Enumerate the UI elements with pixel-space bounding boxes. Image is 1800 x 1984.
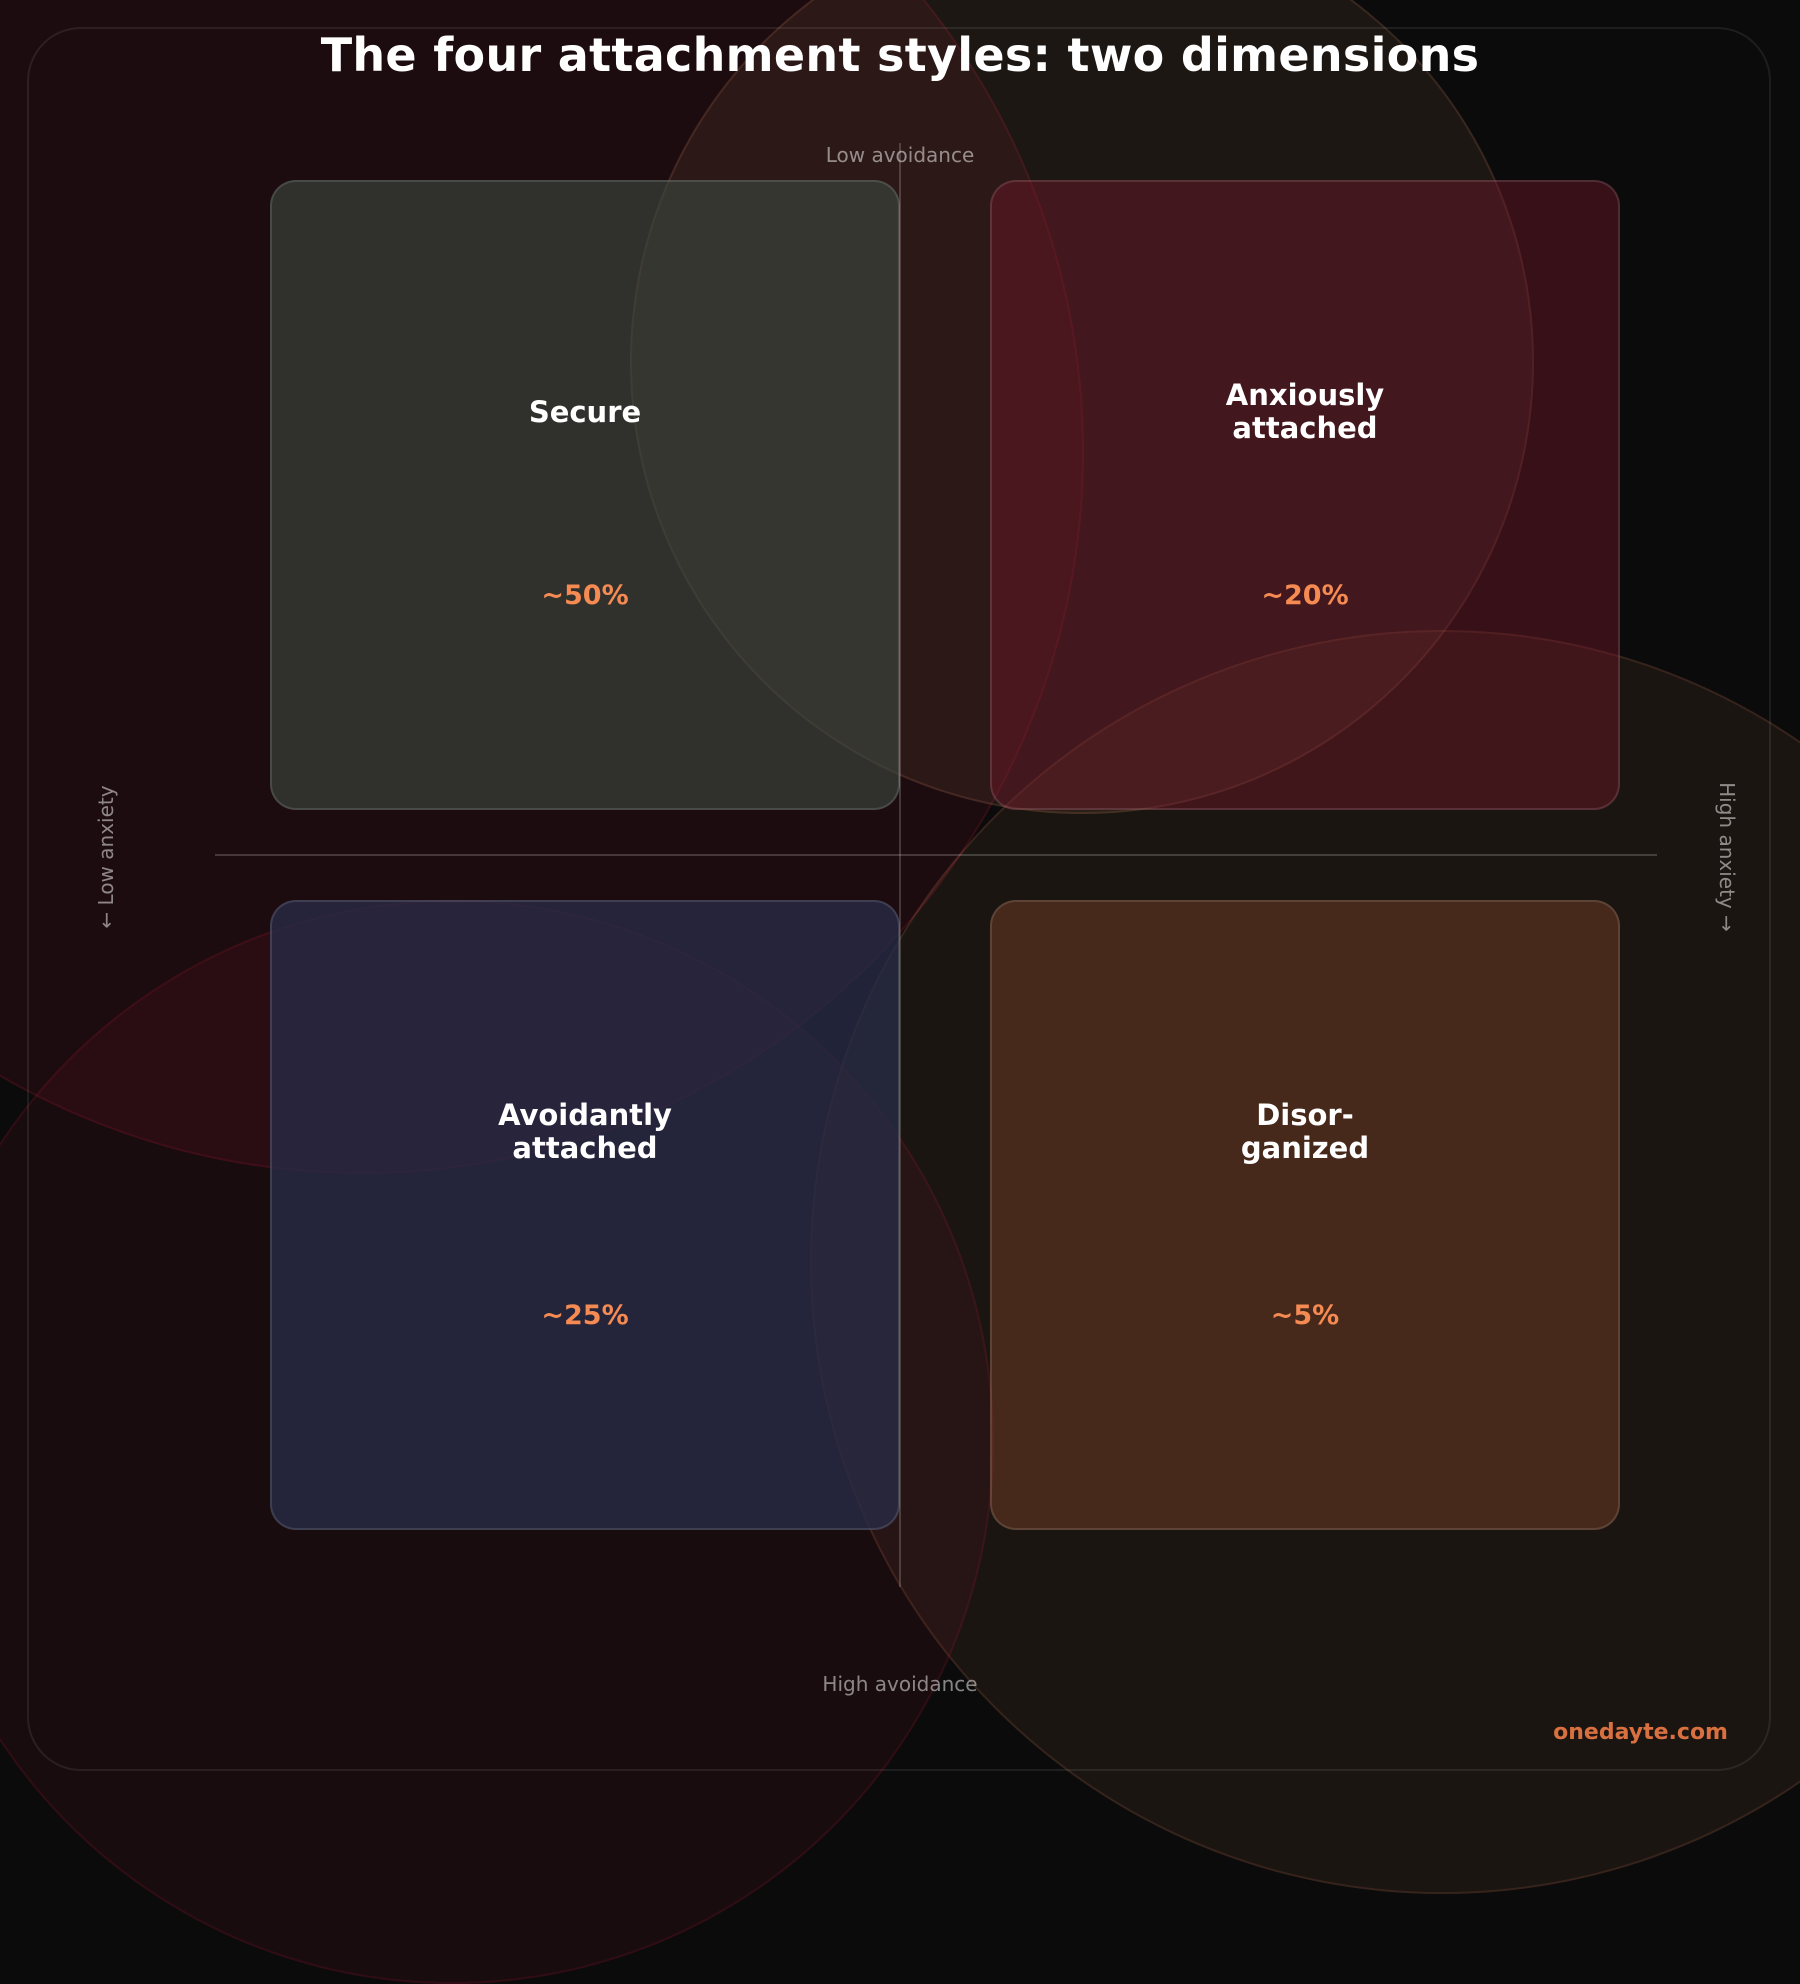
outer-frame bbox=[27, 27, 1771, 1771]
avoidance-axis-line bbox=[899, 143, 901, 1587]
quadrant-disorganized: Disor- ganized ~5% bbox=[990, 900, 1620, 1530]
quadrant-name: Secure bbox=[528, 395, 642, 429]
quadrant-name: Disor- ganized bbox=[1240, 1098, 1370, 1165]
diagram-title: The four attachment styles: two dimensio… bbox=[320, 28, 1480, 82]
axis-label-high-anxiety: High anxiety → bbox=[1715, 782, 1739, 932]
quadrant-name: Avoidantly attached bbox=[498, 1098, 672, 1165]
axis-label-low-anxiety: ← Low anxiety bbox=[94, 785, 118, 929]
quadrant-avoidantly-attached: Avoidantly attached ~25% bbox=[270, 900, 900, 1530]
quadrant-percent: ~25% bbox=[541, 1300, 629, 1331]
quadrant-secure: Secure ~50% bbox=[270, 180, 900, 810]
quadrant-percent: ~5% bbox=[1270, 1300, 1340, 1331]
axis-label-low-avoidance: Low avoidance bbox=[825, 143, 975, 167]
axis-label-high-avoidance: High avoidance bbox=[822, 1672, 978, 1696]
quadrant-name: Anxiously attached bbox=[1225, 378, 1385, 445]
quadrant-percent: ~20% bbox=[1261, 580, 1349, 611]
brand-watermark: onedayte.com bbox=[1553, 1720, 1728, 1745]
quadrant-anxiously-attached: Anxiously attached ~20% bbox=[990, 180, 1620, 810]
anxiety-axis-line bbox=[215, 854, 1657, 856]
quadrant-percent: ~50% bbox=[541, 580, 629, 611]
